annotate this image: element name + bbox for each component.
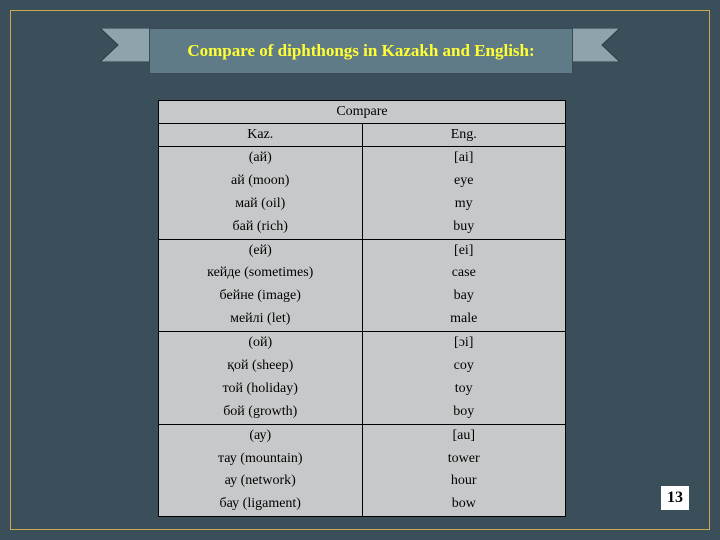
table-group: (ау)тау (mountain)ау (network)бау (ligam… bbox=[159, 425, 565, 517]
table-cell-line: [ɔi] bbox=[363, 332, 566, 355]
compare-table: Compare Kaz. Eng. (ай)ай (moon)май (oil)… bbox=[158, 100, 566, 517]
table-cell-line: ау (network) bbox=[159, 470, 362, 493]
table-cell-line: бай (rich) bbox=[159, 216, 362, 239]
table-cell-kaz: (ой)қой (sheep)той (holiday)бой (growth) bbox=[159, 332, 363, 424]
table-cell-line: boy bbox=[363, 401, 566, 424]
column-header-kaz: Kaz. bbox=[159, 124, 363, 146]
table-cell-line: case bbox=[363, 262, 566, 285]
table-cell-line: tower bbox=[363, 448, 566, 471]
table-group: (ой)қой (sheep)той (holiday)бой (growth)… bbox=[159, 332, 565, 425]
table-cell-eng: [au]towerhourbow bbox=[363, 425, 566, 517]
table-columns-row: Kaz. Eng. bbox=[159, 124, 565, 147]
table-cell-line: бой (growth) bbox=[159, 401, 362, 424]
table-cell-line: [ei] bbox=[363, 240, 566, 263]
table-cell-line: той (holiday) bbox=[159, 378, 362, 401]
table-cell-line: coy bbox=[363, 355, 566, 378]
table-cell-line: (ай) bbox=[159, 147, 362, 170]
table-cell-line: eye bbox=[363, 170, 566, 193]
table-cell-line: hour bbox=[363, 470, 566, 493]
table-cell-line: my bbox=[363, 193, 566, 216]
table-cell-kaz: (ей)кейде (sometimes)бейне (image)мейлі … bbox=[159, 240, 363, 332]
table-cell-line: bay bbox=[363, 285, 566, 308]
page-number: 13 bbox=[661, 486, 689, 510]
table-cell-kaz: (ау)тау (mountain)ау (network)бау (ligam… bbox=[159, 425, 363, 517]
title-box: Compare of diphthongs in Kazakh and Engl… bbox=[149, 28, 573, 74]
table-header: Compare bbox=[159, 101, 565, 124]
table-cell-line: май (oil) bbox=[159, 193, 362, 216]
table-cell-eng: [ɔi]coytoyboy bbox=[363, 332, 566, 424]
table-cell-line: мейлі (let) bbox=[159, 308, 362, 331]
slide-title: Compare of diphthongs in Kazakh and Engl… bbox=[187, 41, 534, 61]
page-number-value: 13 bbox=[667, 489, 683, 507]
table-cell-line: кейде (sometimes) bbox=[159, 262, 362, 285]
table-cell-line: (ей) bbox=[159, 240, 362, 263]
table-cell-line: bow bbox=[363, 493, 566, 516]
table-cell-line: toy bbox=[363, 378, 566, 401]
table-cell-line: бейне (image) bbox=[159, 285, 362, 308]
table-group: (ей)кейде (sometimes)бейне (image)мейлі … bbox=[159, 240, 565, 333]
column-header-eng: Eng. bbox=[363, 124, 566, 146]
table-cell-line: male bbox=[363, 308, 566, 331]
table-cell-line: (ой) bbox=[159, 332, 362, 355]
table-cell-line: бау (ligament) bbox=[159, 493, 362, 516]
table-cell-eng: [ai]eyemybuy bbox=[363, 147, 566, 239]
table-cell-kaz: (ай)ай (moon)май (oil)бай (rich) bbox=[159, 147, 363, 239]
table-cell-eng: [ei]casebaymale bbox=[363, 240, 566, 332]
table-cell-line: [au] bbox=[363, 425, 566, 448]
table-cell-line: [ai] bbox=[363, 147, 566, 170]
table-cell-line: buy bbox=[363, 216, 566, 239]
table-group: (ай)ай (moon)май (oil)бай (rich)[ai]eyem… bbox=[159, 147, 565, 240]
table-cell-line: (ау) bbox=[159, 425, 362, 448]
table-cell-line: тау (mountain) bbox=[159, 448, 362, 471]
table-cell-line: ай (moon) bbox=[159, 170, 362, 193]
table-cell-line: қой (sheep) bbox=[159, 355, 362, 378]
